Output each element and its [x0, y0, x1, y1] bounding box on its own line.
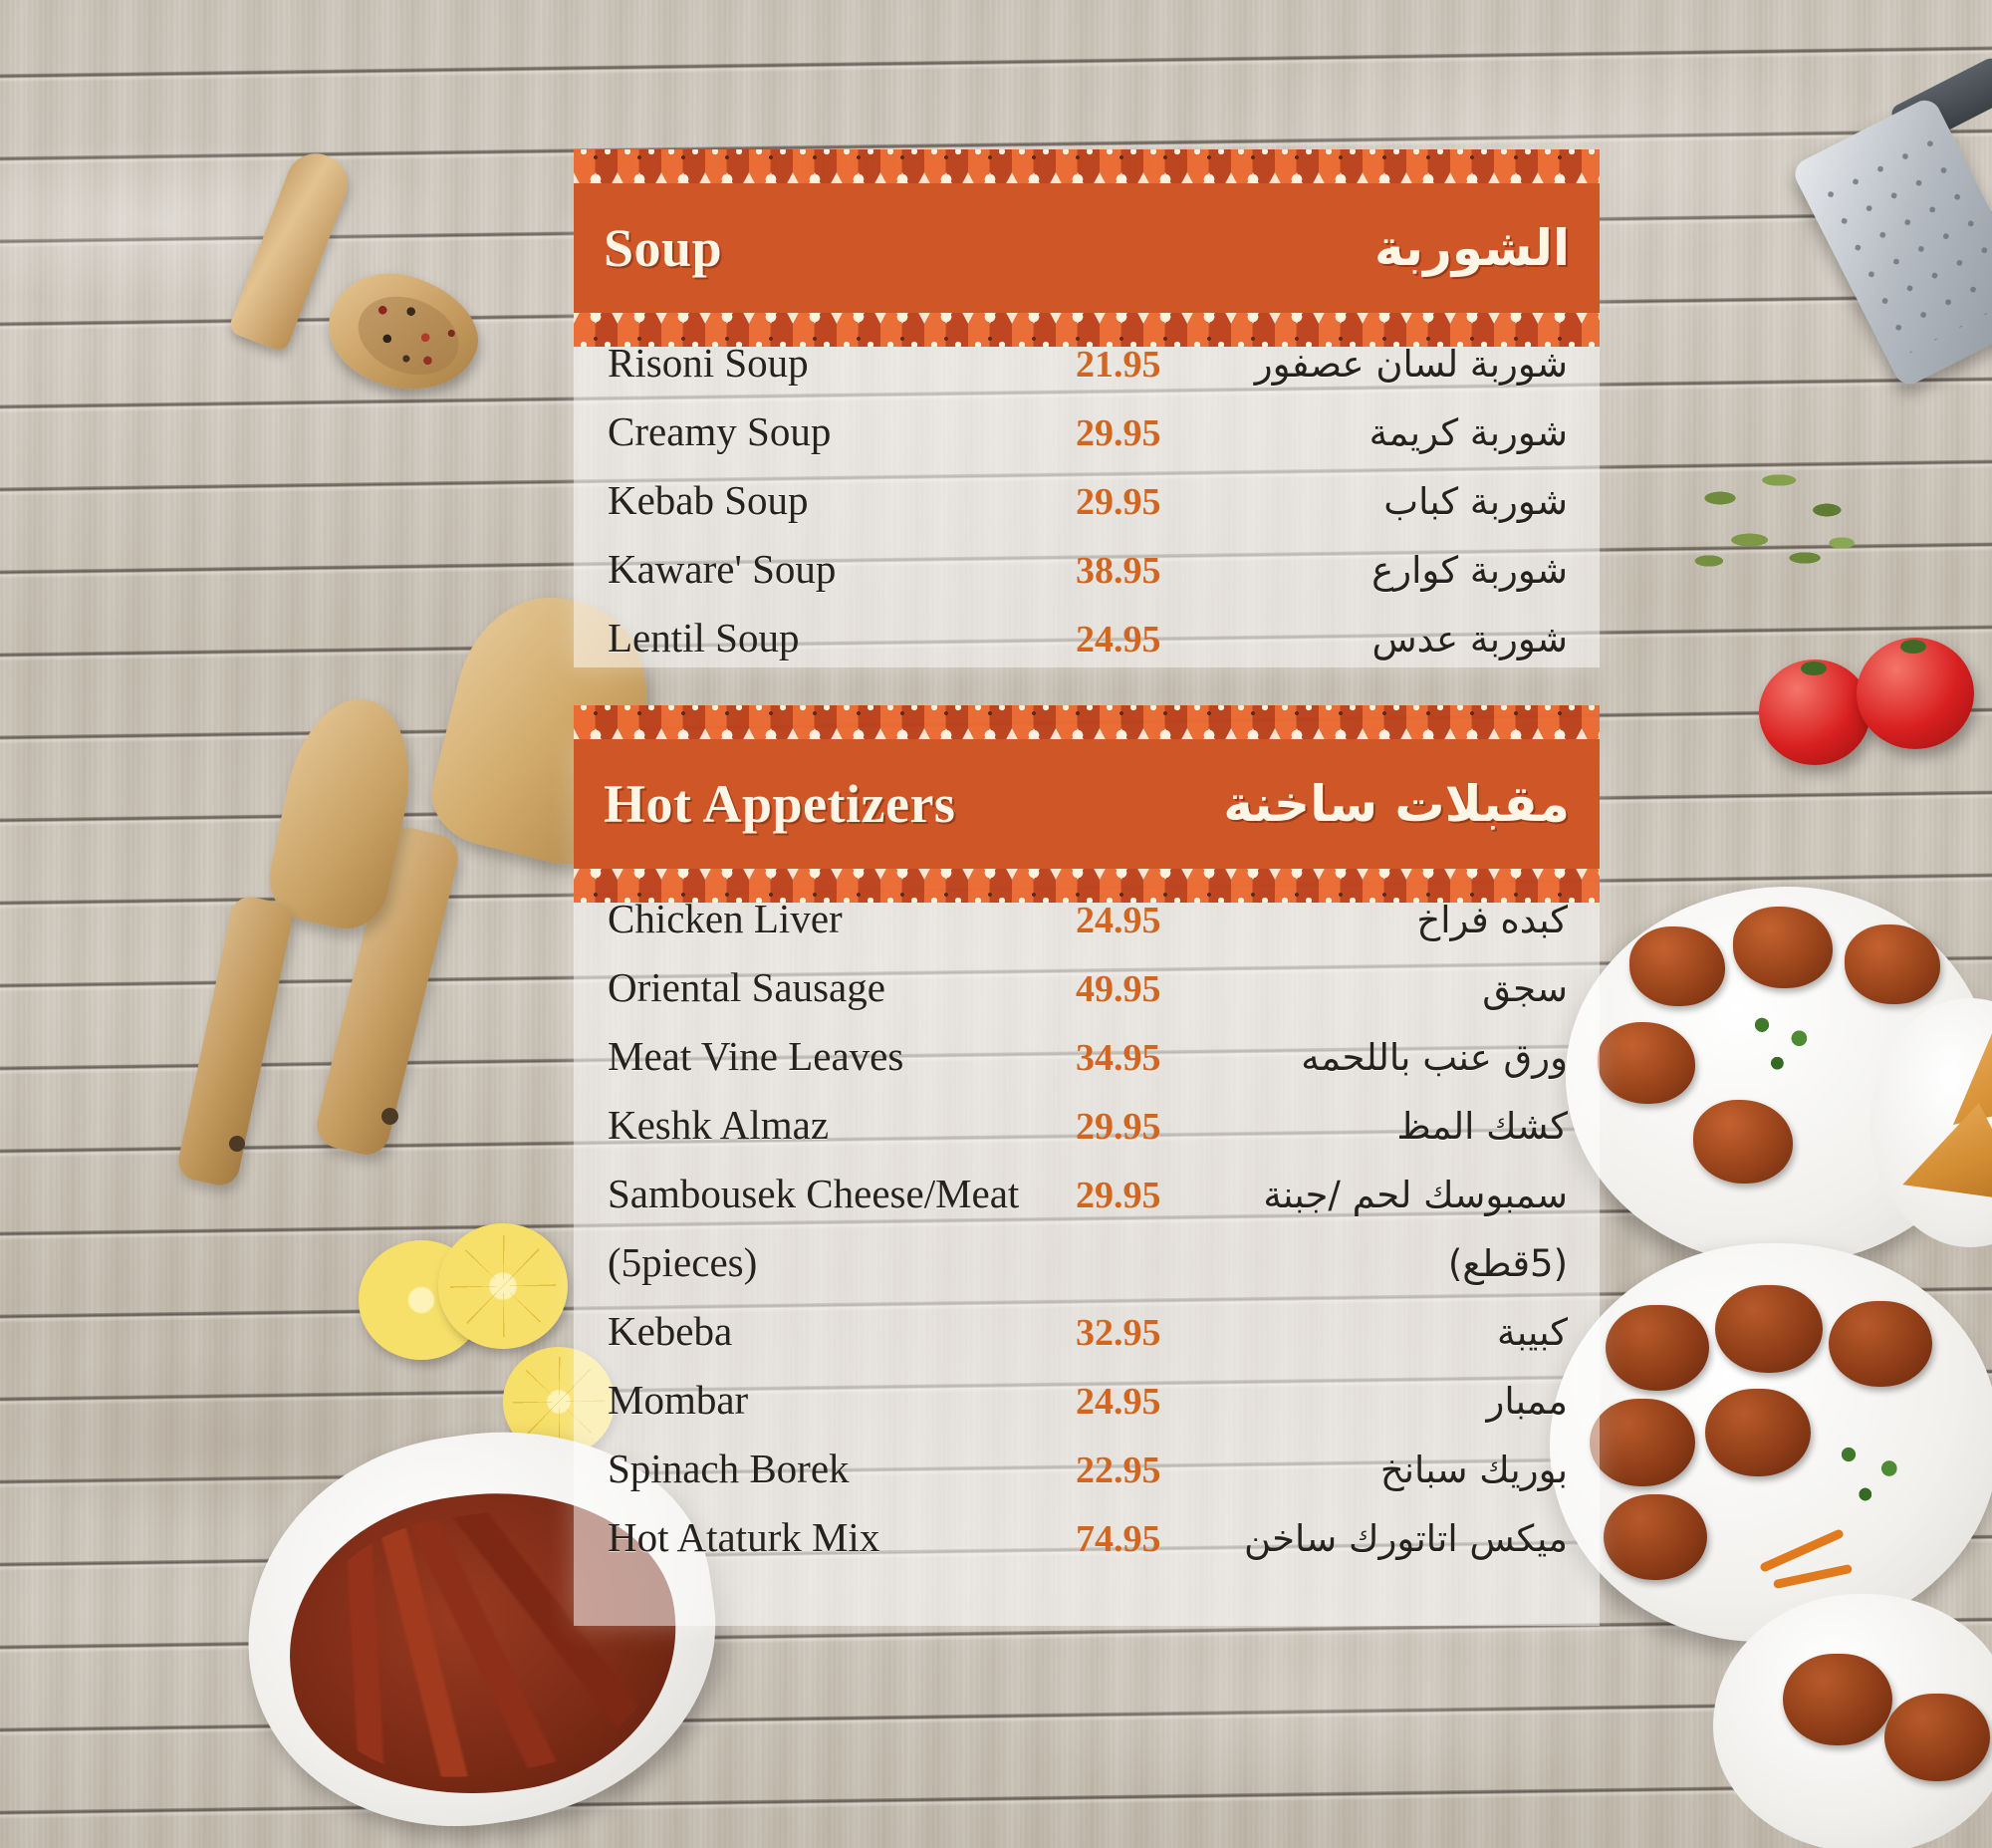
menu-row[interactable]: Risoni Soup 21.95 شوربة لسان عصفور: [608, 339, 1568, 407]
menu-row[interactable]: Hot Ataturk Mix 74.95 ميكس اتاتورك ساخن: [608, 1513, 1568, 1582]
menu-row[interactable]: Keshk Almaz 29.95 كشك المظ: [608, 1101, 1568, 1170]
item-name-en-sub: (5pieces): [608, 1239, 758, 1285]
item-price: 29.95: [1076, 412, 1161, 454]
item-price: 22.95: [1076, 1450, 1161, 1491]
item-name-en: Lentil Soup: [608, 615, 800, 660]
item-name-en: Kaware' Soup: [608, 546, 837, 592]
item-price: 29.95: [1076, 1175, 1161, 1216]
item-price: 29.95: [1076, 1106, 1161, 1148]
soup-item-list: Risoni Soup 21.95 شوربة لسان عصفور Cream…: [574, 321, 1600, 692]
menu-row[interactable]: Lentil Soup 24.95 شوربة عدس: [608, 614, 1568, 682]
menu-row[interactable]: Kaware' Soup 38.95 شوربة كوارع: [608, 545, 1568, 614]
item-name-ar: شوربة عدس: [1371, 618, 1568, 660]
menu-row[interactable]: Mombar 24.95 ممبار: [608, 1376, 1568, 1445]
hot-appetizers-title-en: Hot Appetizers: [604, 774, 956, 834]
menu-row[interactable]: Spinach Borek 22.95 بوريك سبانخ: [608, 1445, 1568, 1513]
item-price: 34.95: [1076, 1037, 1161, 1079]
menu-row[interactable]: Creamy Soup 29.95 شوربة كريمة: [608, 407, 1568, 476]
item-price: 74.95: [1076, 1518, 1161, 1560]
menu-row[interactable]: Chicken Liver 24.95 كبده فراخ: [608, 895, 1568, 963]
item-name-ar: بوريك سبانخ: [1379, 1449, 1568, 1491]
hot-appetizers-item-list: Chicken Liver 24.95 كبده فراخ Oriental S…: [574, 877, 1600, 1592]
item-price: 32.95: [1076, 1312, 1161, 1354]
item-name-ar: شوربة كوارع: [1371, 549, 1568, 592]
soup-section-header: Soup الشوربة: [574, 149, 1600, 313]
item-price: 49.95: [1076, 968, 1161, 1010]
item-name-en: Mombar: [608, 1377, 749, 1423]
soup-title-en: Soup: [604, 218, 723, 278]
item-name-ar: شوربة كباب: [1383, 480, 1568, 523]
item-name-ar: كشك المظ: [1396, 1105, 1568, 1148]
item-name-ar: ورق عنب باللحمه: [1301, 1036, 1568, 1079]
item-name-en: Hot Ataturk Mix: [608, 1514, 880, 1560]
item-name-ar: كبده فراخ: [1416, 899, 1568, 941]
menu-row-continuation: (5pieces) (5قطع): [608, 1238, 1568, 1307]
item-name-ar: شوربة لسان عصفور: [1254, 343, 1568, 386]
item-name-ar: سجق: [1482, 967, 1568, 1010]
item-price: 21.95: [1076, 344, 1161, 386]
item-name-ar: سمبوسك لحم /جبنة: [1263, 1174, 1568, 1216]
item-name-ar: شوربة كريمة: [1369, 411, 1568, 454]
item-name-en: Risoni Soup: [608, 340, 809, 386]
item-price: 24.95: [1076, 619, 1161, 660]
menu-row[interactable]: Meat Vine Leaves 34.95 ورق عنب باللحمه: [608, 1032, 1568, 1101]
item-name-ar: كبيبة: [1497, 1311, 1568, 1354]
item-name-en: Spinach Borek: [608, 1446, 850, 1491]
menu-row[interactable]: Kebeba 32.95 كبيبة: [608, 1307, 1568, 1376]
item-name-en: Creamy Soup: [608, 408, 832, 454]
item-name-en: Chicken Liver: [608, 896, 843, 941]
item-price: 24.95: [1076, 900, 1161, 941]
soup-title-ar: الشوربة: [1373, 219, 1570, 277]
item-name-ar-sub: (5قطع): [1447, 1242, 1568, 1285]
hot-appetizers-section-header: Hot Appetizers مقبلات ساخنة: [574, 705, 1600, 869]
item-name-en: Sambousek Cheese/Meat: [608, 1171, 1020, 1216]
item-name-ar: ميكس اتاتورك ساخن: [1243, 1517, 1568, 1560]
menu-row[interactable]: Sambousek Cheese/Meat 29.95 سمبوسك لحم /…: [608, 1170, 1568, 1238]
item-price: 24.95: [1076, 1381, 1161, 1423]
item-name-en: Kebab Soup: [608, 477, 809, 523]
item-name-en: Oriental Sausage: [608, 964, 885, 1010]
item-name-ar: ممبار: [1486, 1380, 1568, 1423]
item-name-en: Meat Vine Leaves: [608, 1033, 904, 1079]
item-price: 38.95: [1076, 550, 1161, 592]
menu-row[interactable]: Kebab Soup 29.95 شوربة كباب: [608, 476, 1568, 545]
hot-appetizers-title-ar: مقبلات ساخنة: [1223, 775, 1570, 833]
item-name-en: Keshk Almaz: [608, 1102, 830, 1148]
menu-row[interactable]: Oriental Sausage 49.95 سجق: [608, 963, 1568, 1032]
item-name-en: Kebeba: [608, 1308, 733, 1354]
item-price: 29.95: [1076, 481, 1161, 523]
